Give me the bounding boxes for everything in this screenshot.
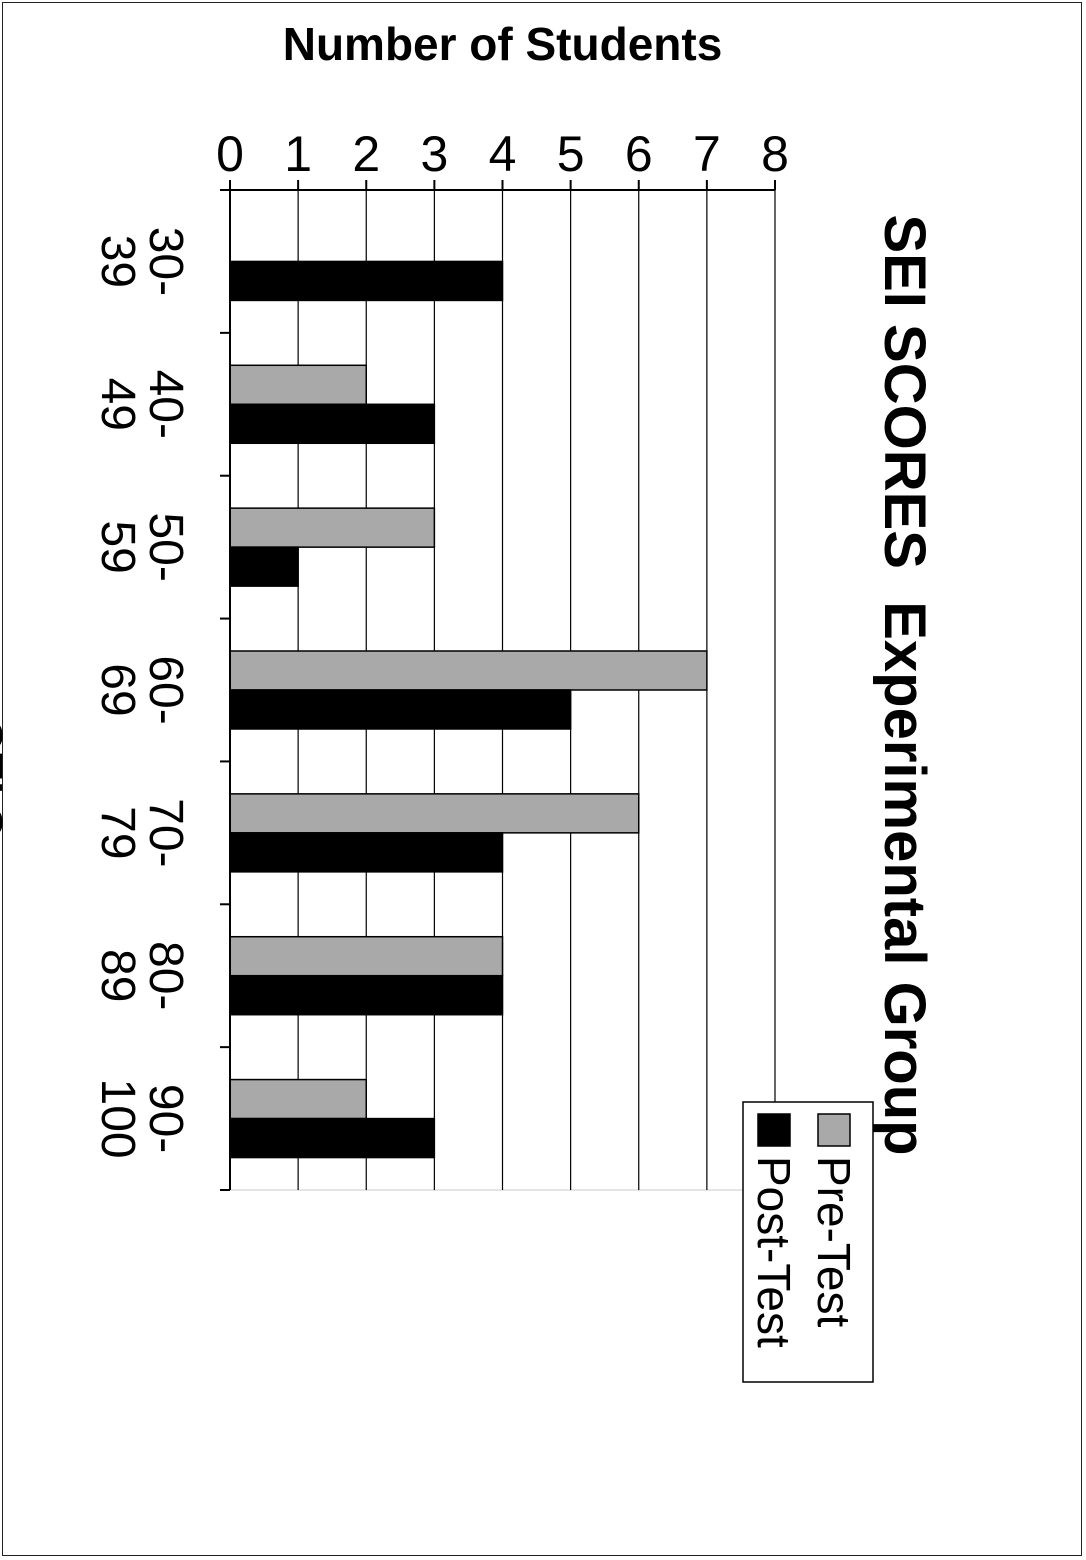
axes-group: 0 1 2 3 4 5 6 7 8 30-39 40-49 50-59 60-69 70-79 80-89 9… — [91, 126, 789, 1191]
bar-post-test-1 — [229, 403, 436, 445]
bars-group — [229, 260, 708, 1159]
x-tick-label-1: 40-49 — [91, 370, 192, 439]
x-tick-label-0: 30-39 — [91, 227, 192, 296]
bar-post-test-0 — [229, 260, 504, 302]
bar-pre-test-6 — [229, 1078, 367, 1120]
y-tick-label-1: 1 — [284, 126, 312, 182]
x-tick-label-line: 30- — [139, 227, 192, 296]
bar-post-test-5 — [229, 974, 504, 1016]
x-tick-label-5: 80-89 — [91, 941, 192, 1010]
bar-pre-test-5 — [229, 935, 504, 977]
bar-post-test-4 — [229, 832, 504, 873]
y-axis-label: Number of Students — [283, 18, 723, 70]
x-tick-label-6: 90-100 — [91, 1079, 192, 1159]
x-tick-label-line: 49 — [91, 378, 144, 431]
x-tick-label-line: 60- — [139, 655, 192, 724]
bar-post-test-3 — [229, 689, 572, 730]
x-tick-label-line: 69 — [91, 663, 144, 716]
bar-pre-test-1 — [229, 364, 367, 406]
bar-pre-test-4 — [229, 793, 640, 834]
y-tick-label-0: 0 — [216, 126, 244, 182]
legend-label-pre-test: Pre-Test — [808, 1156, 860, 1327]
legend-swatch-post-test — [757, 1113, 791, 1147]
x-tick-label-line: 50- — [139, 512, 192, 581]
legend-box — [742, 1101, 874, 1383]
x-tick-label-2: 50-59 — [91, 512, 192, 581]
legend-swatch-pre-test — [817, 1113, 851, 1147]
x-tick-label-line: 89 — [91, 949, 144, 1002]
x-tick-label-line: 70- — [139, 798, 192, 867]
x-tick-label-line: 90- — [139, 1084, 192, 1153]
y-tick-label-3: 3 — [420, 126, 448, 182]
x-tick-label-4: 70-79 — [91, 798, 192, 867]
chart-title: SEI SCORES Experimental Group — [872, 214, 937, 1155]
x-tick-label-line: 100 — [91, 1079, 144, 1159]
y-tick-label-6: 6 — [625, 126, 653, 182]
x-tick-label-3: 60-69 — [91, 655, 192, 724]
bar-post-test-2 — [229, 546, 299, 587]
y-tick-label-8: 8 — [761, 126, 789, 182]
bar-post-test-6 — [229, 1117, 436, 1159]
bar-pre-test-2 — [229, 507, 436, 548]
y-tick-label-7: 7 — [693, 126, 721, 182]
legend-label-post-test: Post-Test — [748, 1156, 800, 1348]
x-tick-label-line: 40- — [139, 370, 192, 439]
y-tick-label-5: 5 — [557, 126, 585, 182]
x-tick-label-line: 80- — [139, 941, 192, 1010]
x-tick-label-line: 39 — [91, 235, 144, 288]
legend: Pre-Test Post-Test — [742, 1101, 874, 1383]
rotated-chart-group: 0 1 2 3 4 5 6 7 8 30-39 40-49 50-59 60-69 70-79 80-89 9… — [0, 18, 937, 1383]
y-tick-label-2: 2 — [352, 126, 380, 182]
x-tick-label-line: 79 — [91, 806, 144, 859]
y-tick-label-4: 4 — [489, 126, 517, 182]
bar-pre-test-3 — [229, 650, 708, 691]
x-tick-label-line: 59 — [91, 520, 144, 573]
x-axis-label: SEI Scores — [0, 720, 12, 960]
